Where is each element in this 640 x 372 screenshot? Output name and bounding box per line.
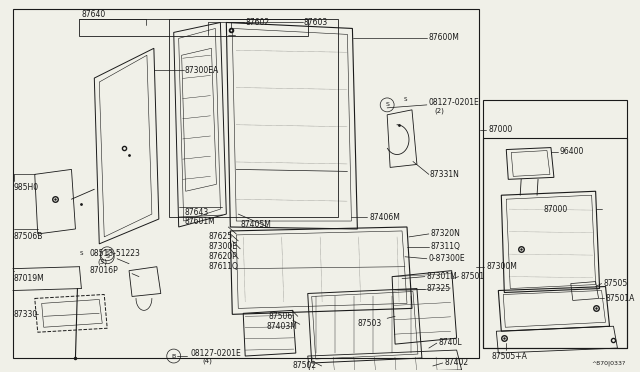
Text: 87331N: 87331N (430, 170, 460, 179)
Text: 87506B: 87506B (14, 232, 44, 241)
Text: 87505+A: 87505+A (492, 352, 527, 360)
Text: 87603: 87603 (304, 18, 328, 27)
Text: 87000: 87000 (543, 205, 567, 214)
Text: 87602: 87602 (245, 18, 269, 27)
Text: 87402: 87402 (445, 359, 469, 368)
Text: S: S (385, 102, 389, 108)
Text: 87320N: 87320N (431, 230, 461, 238)
Text: 87405M: 87405M (240, 219, 271, 228)
Text: (2): (2) (435, 108, 445, 114)
Text: 87330: 87330 (14, 310, 38, 319)
Text: 87503: 87503 (357, 319, 381, 328)
Text: 87502: 87502 (293, 362, 317, 371)
Text: 985H0: 985H0 (14, 183, 39, 192)
Text: S: S (79, 251, 83, 256)
Text: 87300EA: 87300EA (185, 65, 219, 75)
Text: (3): (3) (97, 259, 108, 265)
Text: 87403M: 87403M (266, 322, 297, 331)
Text: 08127-0201E: 08127-0201E (191, 349, 241, 357)
Text: 8740L: 8740L (439, 338, 462, 347)
Text: 87501: 87501 (461, 272, 484, 281)
Text: 87019M: 87019M (14, 274, 45, 283)
Text: B: B (172, 353, 176, 359)
Text: 87620P: 87620P (209, 252, 237, 261)
Text: 87601M: 87601M (185, 217, 216, 225)
Text: 87600M: 87600M (429, 33, 460, 42)
Text: 0-87300E: 0-87300E (429, 254, 465, 263)
Bar (79, 19, 308, 36)
Text: S: S (403, 97, 407, 102)
Text: 87300M: 87300M (486, 262, 517, 271)
Text: 87301M: 87301M (427, 272, 458, 281)
Text: 87643: 87643 (185, 208, 209, 217)
Bar (13, 9, 479, 358)
Text: 87016P: 87016P (90, 266, 118, 275)
Text: S: S (105, 251, 109, 256)
Text: 87000: 87000 (488, 125, 513, 134)
Text: 87311Q: 87311Q (431, 242, 461, 251)
Text: 87611Q: 87611Q (209, 262, 238, 271)
Text: 87325: 87325 (427, 284, 451, 293)
Text: 08513-51223: 08513-51223 (90, 249, 140, 258)
Text: 87406M: 87406M (369, 212, 400, 222)
Bar (483, 100, 627, 348)
Bar (169, 19, 337, 217)
Text: S: S (105, 254, 109, 259)
Text: ^870|033?: ^870|033? (591, 360, 625, 366)
Text: 87300E: 87300E (209, 242, 237, 251)
Text: (4): (4) (202, 358, 212, 364)
Text: 96400: 96400 (560, 147, 584, 156)
Text: 08127-0201E: 08127-0201E (429, 99, 479, 108)
Text: 87640: 87640 (81, 10, 106, 19)
Text: 87625: 87625 (209, 232, 232, 241)
Text: 87501A: 87501A (605, 294, 635, 303)
Bar (483, 138, 627, 348)
Text: 87505: 87505 (604, 279, 628, 288)
Text: 87506: 87506 (268, 312, 292, 321)
